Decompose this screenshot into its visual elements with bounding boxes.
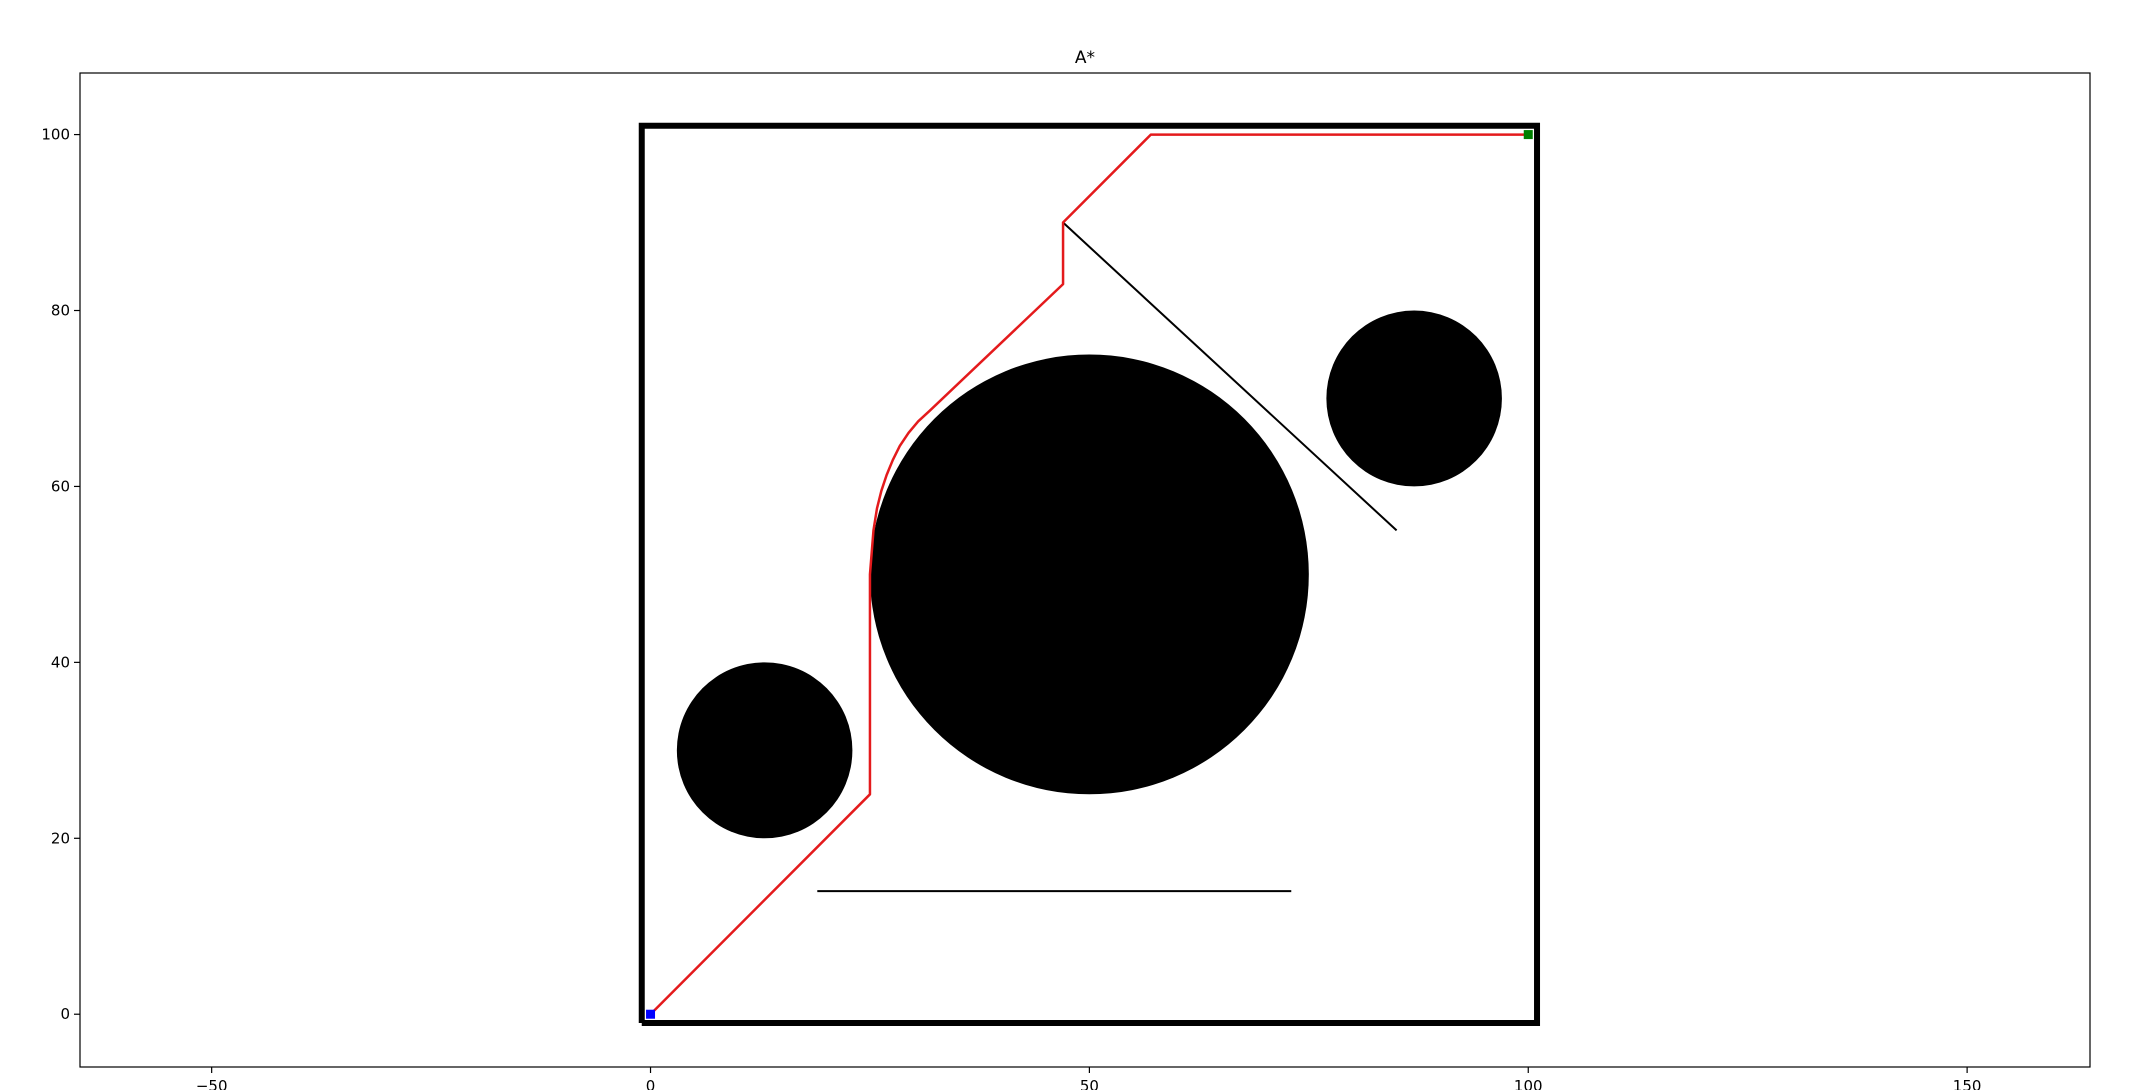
start-marker <box>646 1009 656 1019</box>
x-tick-label: 100 <box>1514 1077 1543 1090</box>
y-tick-label: 80 <box>51 302 70 320</box>
x-axis: −50 0 50 100 150 <box>196 1067 1982 1090</box>
goal-marker <box>1523 130 1533 140</box>
obstacle-circle-2 <box>869 354 1309 795</box>
obstacle-circle-3 <box>1326 310 1502 487</box>
y-tick-label: 60 <box>51 477 70 495</box>
y-tick-label: 40 <box>51 653 70 671</box>
y-tick-label: 0 <box>60 1005 70 1023</box>
x-tick-label: 50 <box>1080 1077 1099 1090</box>
y-tick-label: 20 <box>51 829 70 847</box>
chart-title: A* <box>1075 48 1095 68</box>
y-axis: 0 20 40 60 80 100 <box>41 126 80 1023</box>
obstacle-circle-1 <box>676 662 853 839</box>
astar-path <box>649 133 1529 1016</box>
boundary-wall <box>638 122 1541 1027</box>
x-tick-label: 150 <box>1953 1077 1982 1090</box>
y-tick-label: 100 <box>41 126 70 144</box>
axes-frame <box>79 72 2091 1068</box>
x-tick-label: 0 <box>646 1077 656 1090</box>
plot-area <box>638 122 1541 1027</box>
obstacle-line-2 <box>1062 221 1398 532</box>
x-tick-label: −50 <box>196 1077 228 1090</box>
